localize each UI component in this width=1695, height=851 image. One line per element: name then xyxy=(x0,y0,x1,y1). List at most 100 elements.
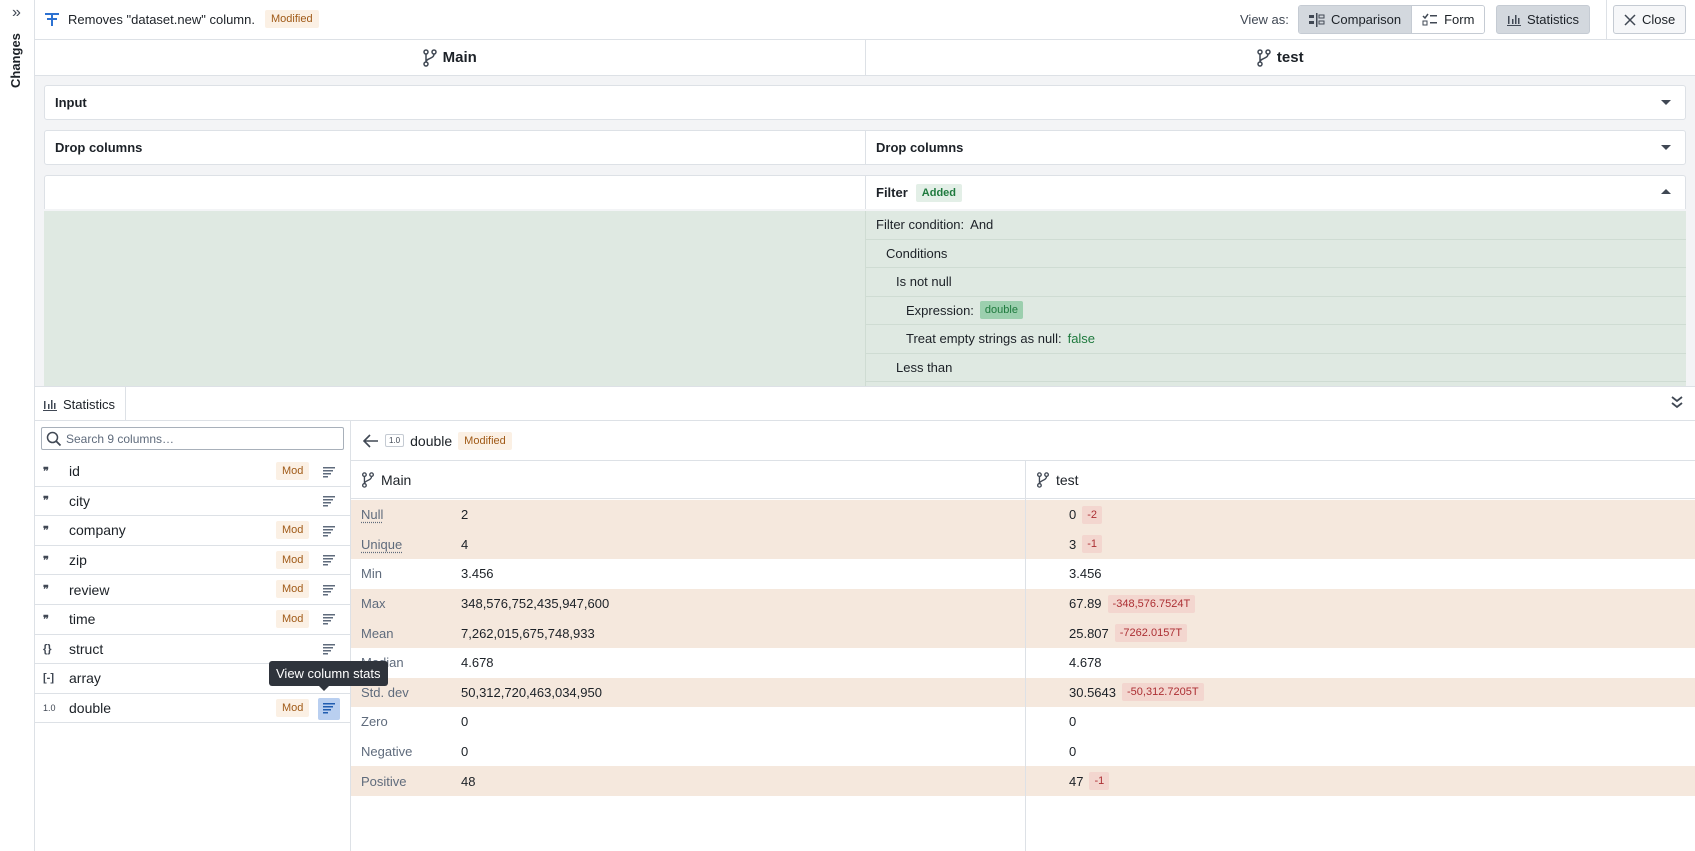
stats-comparison: Main test Null 2 0 -2 Unique 4 3 -1 Min 3.456 3.… xyxy=(351,461,1695,851)
string-type-icon: ❞ xyxy=(43,554,49,567)
caret-down-icon[interactable] xyxy=(1661,100,1671,105)
column-list: ❞ id Mod ❞ city ❞ company Mod ❞ zip Mod ❞ review… xyxy=(35,457,351,724)
numeric-type-icon: 1.0 xyxy=(43,703,56,714)
view-stats-icon[interactable] xyxy=(318,520,340,542)
column-item-zip[interactable]: ❞ zip Mod xyxy=(35,546,351,576)
mod-badge: Mod xyxy=(276,550,310,569)
expression-row: Expression: double xyxy=(866,297,1686,325)
modified-badge: Modified xyxy=(458,431,512,450)
stat-row-unique: Unique 4 3 -1 xyxy=(351,529,1695,560)
less-than-row: Less than xyxy=(866,354,1686,382)
stat-row-max: Max 348,576,752,435,947,600 67.89 -348,576.… xyxy=(351,588,1695,619)
delta-badge: -2 xyxy=(1082,505,1103,524)
view-stats-icon[interactable] xyxy=(318,697,340,720)
caret-down-icon[interactable] xyxy=(1661,145,1671,150)
statistics-header: Statistics xyxy=(35,386,1695,421)
branch-divider xyxy=(1025,461,1026,851)
git-branch-icon xyxy=(1036,471,1050,488)
detail-column-name: double xyxy=(410,432,453,449)
column-item-array[interactable]: [-] array xyxy=(35,664,351,694)
close-icon xyxy=(1624,13,1636,26)
mod-badge: Mod xyxy=(276,462,310,480)
conditions-row: Conditions xyxy=(866,240,1686,268)
stat-row-std-dev: Std. dev 50,312,720,463,034,950 30.5643 -50… xyxy=(351,677,1695,708)
view-stats-icon[interactable] xyxy=(318,461,340,483)
comparison-panel: Input Drop columns Drop columns Filter Add… xyxy=(35,76,1695,386)
branch-test-label: test xyxy=(1276,49,1304,66)
string-type-icon: ❞ xyxy=(43,495,49,508)
branch-main-label: Main xyxy=(442,49,477,66)
view-stats-icon[interactable] xyxy=(318,491,340,513)
view-as-label: View as: xyxy=(1240,12,1289,27)
filter-card[interactable]: Filter Added xyxy=(44,175,1686,209)
statistics-tab[interactable]: Statistics xyxy=(35,387,127,421)
mod-badge: Mod xyxy=(276,521,310,540)
close-label: Close xyxy=(1642,12,1676,27)
column-search[interactable] xyxy=(41,427,344,450)
statistics-toggle-button[interactable]: Statistics xyxy=(1496,5,1591,34)
back-arrow-icon[interactable] xyxy=(363,433,379,448)
filter-main-placeholder xyxy=(44,211,865,386)
toolbar-divider xyxy=(1606,0,1607,40)
caret-up-icon[interactable] xyxy=(1661,189,1671,194)
column-item-struct[interactable]: {} struct xyxy=(35,635,351,665)
is-not-null-row: Is not null xyxy=(866,268,1686,297)
branch-test-header: test xyxy=(864,40,1695,75)
delta-badge: -7262.0157T xyxy=(1114,624,1188,643)
string-type-icon: ❞ xyxy=(43,524,49,537)
changes-tab-label[interactable]: Changes xyxy=(8,33,23,88)
column-item-double[interactable]: 1.0 double Mod xyxy=(35,694,351,724)
treat-empty-value: false xyxy=(1067,331,1096,347)
view-stats-icon[interactable] xyxy=(318,639,340,661)
column-item-id[interactable]: ❞ id Mod xyxy=(35,457,351,487)
string-type-icon: ❞ xyxy=(43,613,49,626)
changes-sidebar: » Changes xyxy=(0,0,35,851)
bar-chart-icon xyxy=(1507,13,1521,26)
filter-condition-row: Filter condition: And xyxy=(866,211,1686,240)
main-area: Removes "dataset.new" column. Modified V… xyxy=(35,0,1695,851)
comparison-icon xyxy=(1309,12,1325,27)
mod-badge: Mod xyxy=(276,609,310,628)
column-search-input[interactable] xyxy=(66,431,336,446)
drop-columns-card[interactable]: Drop columns Drop columns xyxy=(44,130,1686,165)
stat-row-negative: Negative 0 0 xyxy=(361,744,1077,760)
form-view-button[interactable]: Form xyxy=(1411,6,1485,33)
comparison-view-button[interactable]: Comparison xyxy=(1299,6,1412,33)
stats-main-header: Main xyxy=(351,461,1025,499)
stat-row-zero: Zero 0 0 xyxy=(361,714,1077,730)
bar-chart-icon xyxy=(43,398,57,411)
git-branch-icon xyxy=(361,471,375,488)
close-button[interactable]: Close xyxy=(1613,5,1687,34)
expression-column-chip: double xyxy=(979,301,1023,320)
treat-empty-row: Treat empty strings as null: false xyxy=(866,325,1686,354)
stat-row-mean: Mean 7,262,015,675,748,933 25.807 -7262.015… xyxy=(351,618,1695,648)
column-item-time[interactable]: ❞ time Mod xyxy=(35,605,351,635)
filter-transform-icon xyxy=(44,11,60,27)
column-stats-detail: 1.0 double Modified Main test Null 2 0 -2 U… xyxy=(351,421,1695,851)
string-type-icon: ❞ xyxy=(43,584,49,597)
search-icon xyxy=(46,431,62,447)
delta-badge: -1 xyxy=(1082,535,1103,554)
delta-badge: -348,576.7524T xyxy=(1107,594,1196,613)
collapse-panel-icon[interactable] xyxy=(1671,395,1683,409)
view-stats-icon[interactable] xyxy=(318,550,340,572)
input-card[interactable]: Input xyxy=(44,85,1686,120)
struct-type-icon: {} xyxy=(43,642,52,655)
expand-sidebar-icon[interactable]: » xyxy=(12,4,21,21)
view-stats-icon[interactable] xyxy=(318,579,340,601)
drop-columns-test-title: Drop columns xyxy=(865,131,1685,164)
drop-columns-main-title: Drop columns xyxy=(55,140,143,155)
status-badge: Modified xyxy=(265,10,319,28)
array-type-icon: [-] xyxy=(43,672,54,685)
column-item-city[interactable]: ❞ city xyxy=(35,487,351,517)
branch-header: Main test xyxy=(35,40,1695,76)
column-item-review[interactable]: ❞ review Mod xyxy=(35,575,351,605)
column-item-company[interactable]: ❞ company Mod xyxy=(35,516,351,546)
added-badge: Added xyxy=(915,183,963,202)
input-card-title: Input xyxy=(55,95,87,110)
delta-badge: -1 xyxy=(1089,772,1110,791)
view-stats-icon[interactable] xyxy=(318,609,340,631)
mod-badge: Mod xyxy=(276,698,310,717)
